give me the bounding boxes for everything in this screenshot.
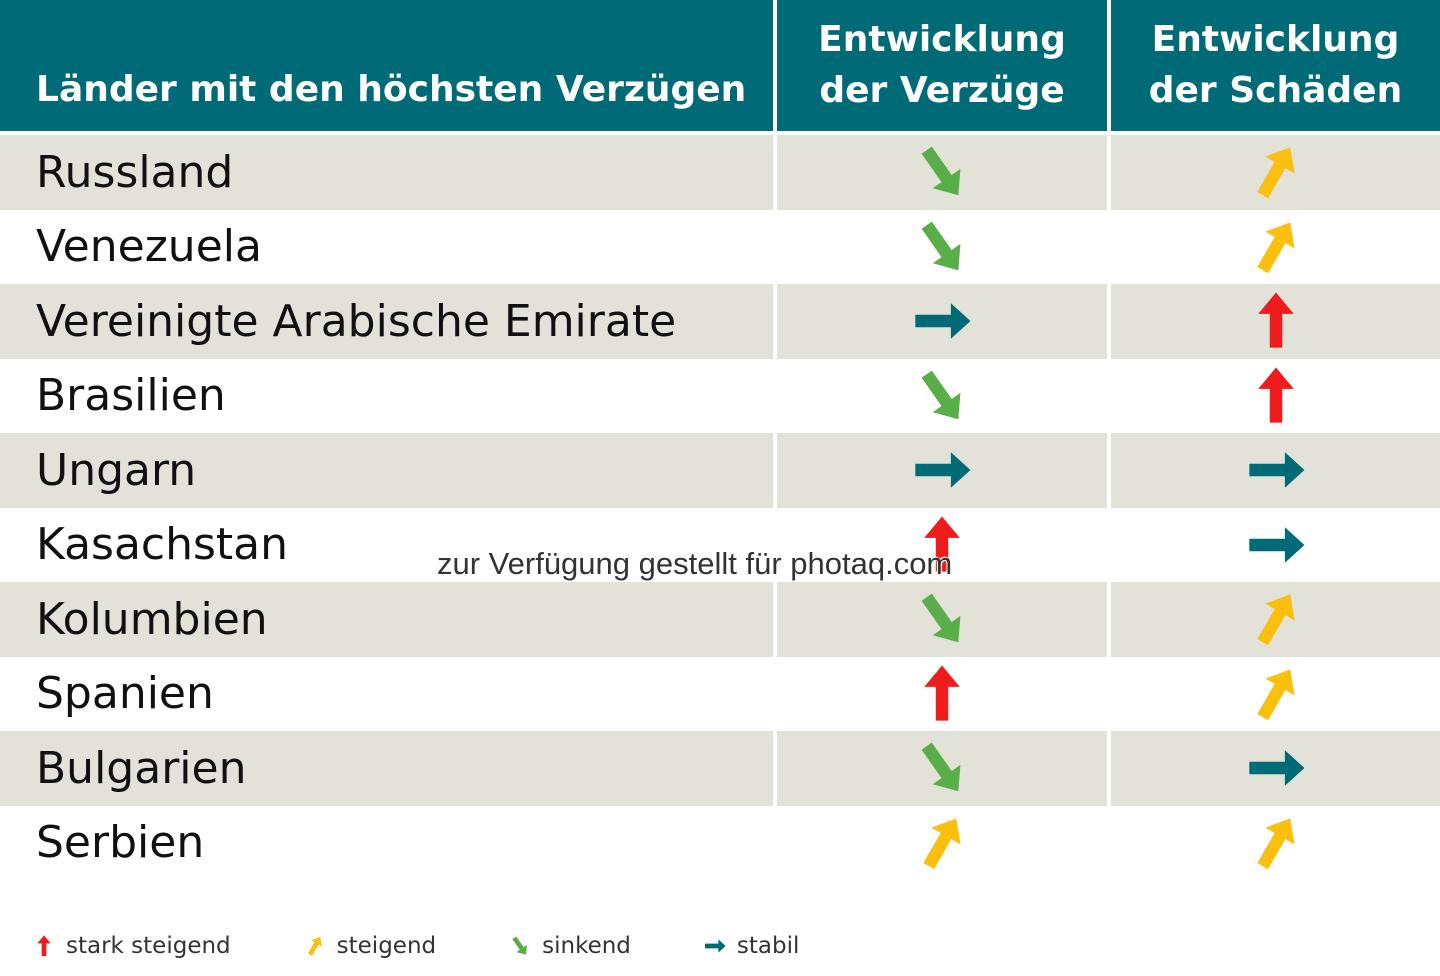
green-diagonal-down-arrow-icon — [921, 221, 961, 271]
table-row: Serbien — [0, 805, 1440, 880]
legend-label: steigend — [336, 933, 437, 959]
header-countries: Länder mit den höchsten Verzügen — [0, 0, 773, 131]
header-damages-line-2: der Schäden — [1148, 69, 1403, 111]
header-countries-label: Länder mit den höchsten Verzügen — [36, 68, 747, 110]
country-name: Russland — [36, 146, 234, 198]
country-cell: Spanien — [0, 656, 773, 731]
country-name: Kasachstan — [36, 519, 289, 571]
country-cell: Kasachstan — [0, 507, 773, 582]
header-delays-line-2: der Verzüge — [819, 69, 1065, 111]
yellow-diagonal-up-arrow-icon — [1256, 147, 1295, 199]
delays-trend-cell — [777, 209, 1107, 284]
delays-trend-cell — [777, 433, 1107, 508]
header-delays-line-1: Entwicklung — [818, 19, 1066, 61]
country-name: Brasilien — [36, 370, 226, 422]
red-up-arrow-icon — [1257, 292, 1294, 348]
delays-trend-cell — [777, 507, 1107, 582]
country-name: Kolumbien — [36, 593, 268, 645]
country-name: Bulgarien — [36, 742, 247, 794]
damages-trend-cell — [1111, 433, 1440, 508]
red-up-arrow-icon — [37, 935, 51, 956]
legend-item: stabil — [703, 933, 799, 959]
green-diagonal-down-arrow-icon — [921, 593, 961, 643]
yellow-diagonal-up-arrow-icon — [1256, 669, 1295, 720]
damages-trend-cell — [1111, 358, 1440, 433]
country-cell: Venezuela — [0, 209, 773, 284]
country-cell: Vereinigte Arabische Emirate — [0, 284, 773, 359]
yellow-diagonal-up-arrow-icon — [923, 818, 961, 869]
table-row: Russland — [0, 135, 1440, 210]
legend-label: sinkend — [542, 933, 631, 959]
yellow-diagonal-up-arrow-icon — [1256, 222, 1295, 273]
country-name: Serbien — [36, 817, 205, 869]
delays-trend-cell — [777, 656, 1107, 731]
country-cell: Ungarn — [0, 433, 773, 508]
legend-item: steigend — [303, 933, 436, 959]
legend-label: stabil — [736, 933, 800, 959]
red-up-arrow-icon — [924, 665, 960, 721]
table-row: Brasilien — [0, 358, 1440, 433]
damages-trend-cell — [1111, 135, 1440, 210]
red-up-arrow-icon — [924, 516, 960, 572]
country-name: Vereinigte Arabische Emirate — [36, 295, 677, 347]
damages-trend-cell — [1111, 209, 1440, 284]
table-row: Kasachstan — [0, 507, 1440, 582]
delays-trend-cell — [777, 358, 1107, 433]
country-cell: Serbien — [0, 805, 773, 880]
header-damages: Entwicklung der Schäden — [1111, 0, 1440, 131]
teal-right-arrow-icon — [1248, 452, 1304, 489]
table-row: Ungarn — [0, 433, 1440, 508]
table-header: Länder mit den höchsten Verzügen Entwick… — [0, 0, 1440, 131]
country-name: Ungarn — [36, 444, 197, 496]
green-diagonal-down-arrow-icon — [921, 146, 961, 196]
teal-right-arrow-icon — [915, 303, 971, 340]
yellow-diagonal-up-arrow-icon — [307, 936, 322, 956]
green-diagonal-down-arrow-icon — [512, 936, 528, 955]
legend-label: stark steigend — [66, 933, 231, 959]
yellow-diagonal-up-arrow-icon — [1256, 594, 1295, 646]
delays-trend-cell — [777, 805, 1107, 880]
delays-trend-cell — [777, 582, 1107, 657]
teal-right-arrow-icon — [704, 939, 726, 953]
red-up-arrow-icon — [1257, 367, 1294, 423]
country-cell: Kolumbien — [0, 582, 773, 657]
damages-trend-cell — [1111, 805, 1440, 880]
damages-trend-cell — [1111, 731, 1440, 806]
country-name: Venezuela — [36, 221, 262, 273]
table-row: Bulgarien — [0, 731, 1440, 806]
country-cell: Bulgarien — [0, 731, 773, 806]
trend-table: Länder mit den höchsten Verzügen Entwick… — [0, 0, 1440, 880]
damages-trend-cell — [1111, 284, 1440, 359]
table-row: Spanien — [0, 656, 1440, 731]
legend-item: sinkend — [508, 933, 631, 959]
legend: stark steigend steigend sinkend stabil — [32, 928, 799, 964]
damages-trend-cell — [1111, 582, 1440, 657]
header-damages-line-1: Entwicklung — [1151, 19, 1400, 61]
green-diagonal-down-arrow-icon — [921, 742, 961, 792]
teal-right-arrow-icon — [915, 452, 971, 489]
country-cell: Russland — [0, 135, 773, 210]
table-row: Venezuela — [0, 209, 1440, 284]
header-delays: Entwicklung der Verzüge — [777, 0, 1107, 131]
table-row: Vereinigte Arabische Emirate — [0, 284, 1440, 359]
delays-trend-cell — [777, 284, 1107, 359]
teal-right-arrow-icon — [1248, 750, 1304, 787]
country-name: Spanien — [36, 668, 214, 720]
table-row: Kolumbien — [0, 582, 1440, 657]
damages-trend-cell — [1111, 656, 1440, 731]
teal-right-arrow-icon — [1248, 526, 1304, 563]
green-diagonal-down-arrow-icon — [921, 370, 961, 420]
watermark-text: zur Verfügung gestellt für photaq.com — [437, 546, 953, 581]
delays-trend-cell — [777, 731, 1107, 806]
legend-item: stark steigend — [32, 933, 231, 959]
delays-trend-cell — [777, 135, 1107, 210]
table-body: Russland Venezuela Vereinigte Arabische Em… — [0, 135, 1440, 880]
country-cell: Brasilien — [0, 358, 773, 433]
damages-trend-cell — [1111, 507, 1440, 582]
yellow-diagonal-up-arrow-icon — [1256, 818, 1295, 869]
